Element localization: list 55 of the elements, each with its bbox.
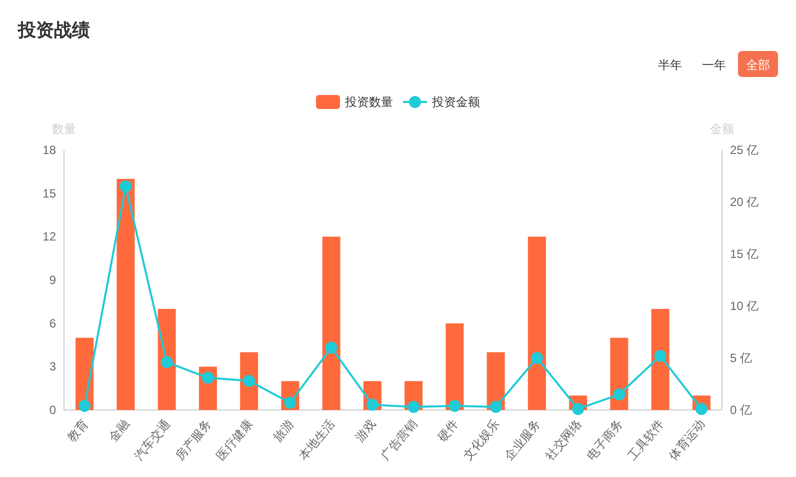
bar (528, 236, 546, 410)
y-tick-label: 3 (49, 360, 56, 374)
y-tick-label: 9 (49, 273, 56, 287)
y2-tick-label: 15 亿 (730, 247, 759, 261)
point (78, 400, 91, 412)
point (366, 398, 378, 411)
y-tick-label: 6 (49, 316, 56, 330)
point (448, 400, 461, 412)
x-tick-label: 房产服务 (172, 416, 214, 463)
chart-title: 投资战绩 (17, 20, 90, 40)
point (243, 374, 256, 387)
point (284, 396, 296, 409)
point (120, 180, 132, 192)
x-tick-label: 社交网络 (542, 416, 584, 463)
x-tick-label: 本地生活 (296, 416, 338, 463)
x-tick-label: 工具软件 (625, 416, 667, 463)
point (490, 400, 502, 413)
x-tick-label: 汽车交通 (132, 416, 174, 463)
point (160, 356, 173, 368)
point (202, 372, 214, 384)
x-tick-label: 金融 (106, 416, 132, 444)
x-tick-label: 文化娱乐 (460, 416, 502, 463)
y2-tick-label: 5 亿 (730, 351, 752, 365)
point (613, 388, 626, 400)
y-tick-label: 12 (42, 230, 56, 244)
y2-tick-label: 10 亿 (730, 299, 759, 313)
text: 全部 (746, 58, 770, 72)
point (325, 342, 338, 354)
y-tick-label: 18 (42, 143, 56, 157)
x-tick-label: 电子商务 (584, 416, 626, 463)
bar (322, 236, 340, 410)
x-tick-label: 医疗健康 (214, 416, 256, 463)
y2-tick-label: 0 亿 (730, 403, 752, 417)
text: 一年 (702, 58, 726, 72)
point (530, 352, 543, 364)
bar (446, 323, 464, 410)
x-tick-label: 硬件 (434, 416, 461, 444)
x-tick-label: 体育运动 (666, 416, 708, 463)
x-tick-label: 广告营销 (378, 416, 420, 463)
legend-label: 投资数量 (344, 95, 393, 109)
bar (158, 308, 176, 410)
x-tick-label: 游戏 (352, 416, 379, 444)
point (408, 400, 420, 413)
legend-label: 投资金额 (431, 95, 480, 109)
x-tick-label: 旅游 (270, 416, 296, 444)
y-tick-label: 15 (42, 186, 56, 200)
point (654, 350, 666, 362)
x-tick-label: 教育 (64, 416, 91, 444)
y2-tick-label: 20 亿 (730, 195, 759, 209)
y2-tick-label: 25 亿 (730, 143, 759, 157)
bar (651, 308, 670, 410)
y-tick-label: 0 (49, 403, 56, 417)
x-tick-label: 企业服务 (502, 416, 544, 463)
text: 半年 (658, 58, 682, 72)
bar (116, 178, 135, 410)
